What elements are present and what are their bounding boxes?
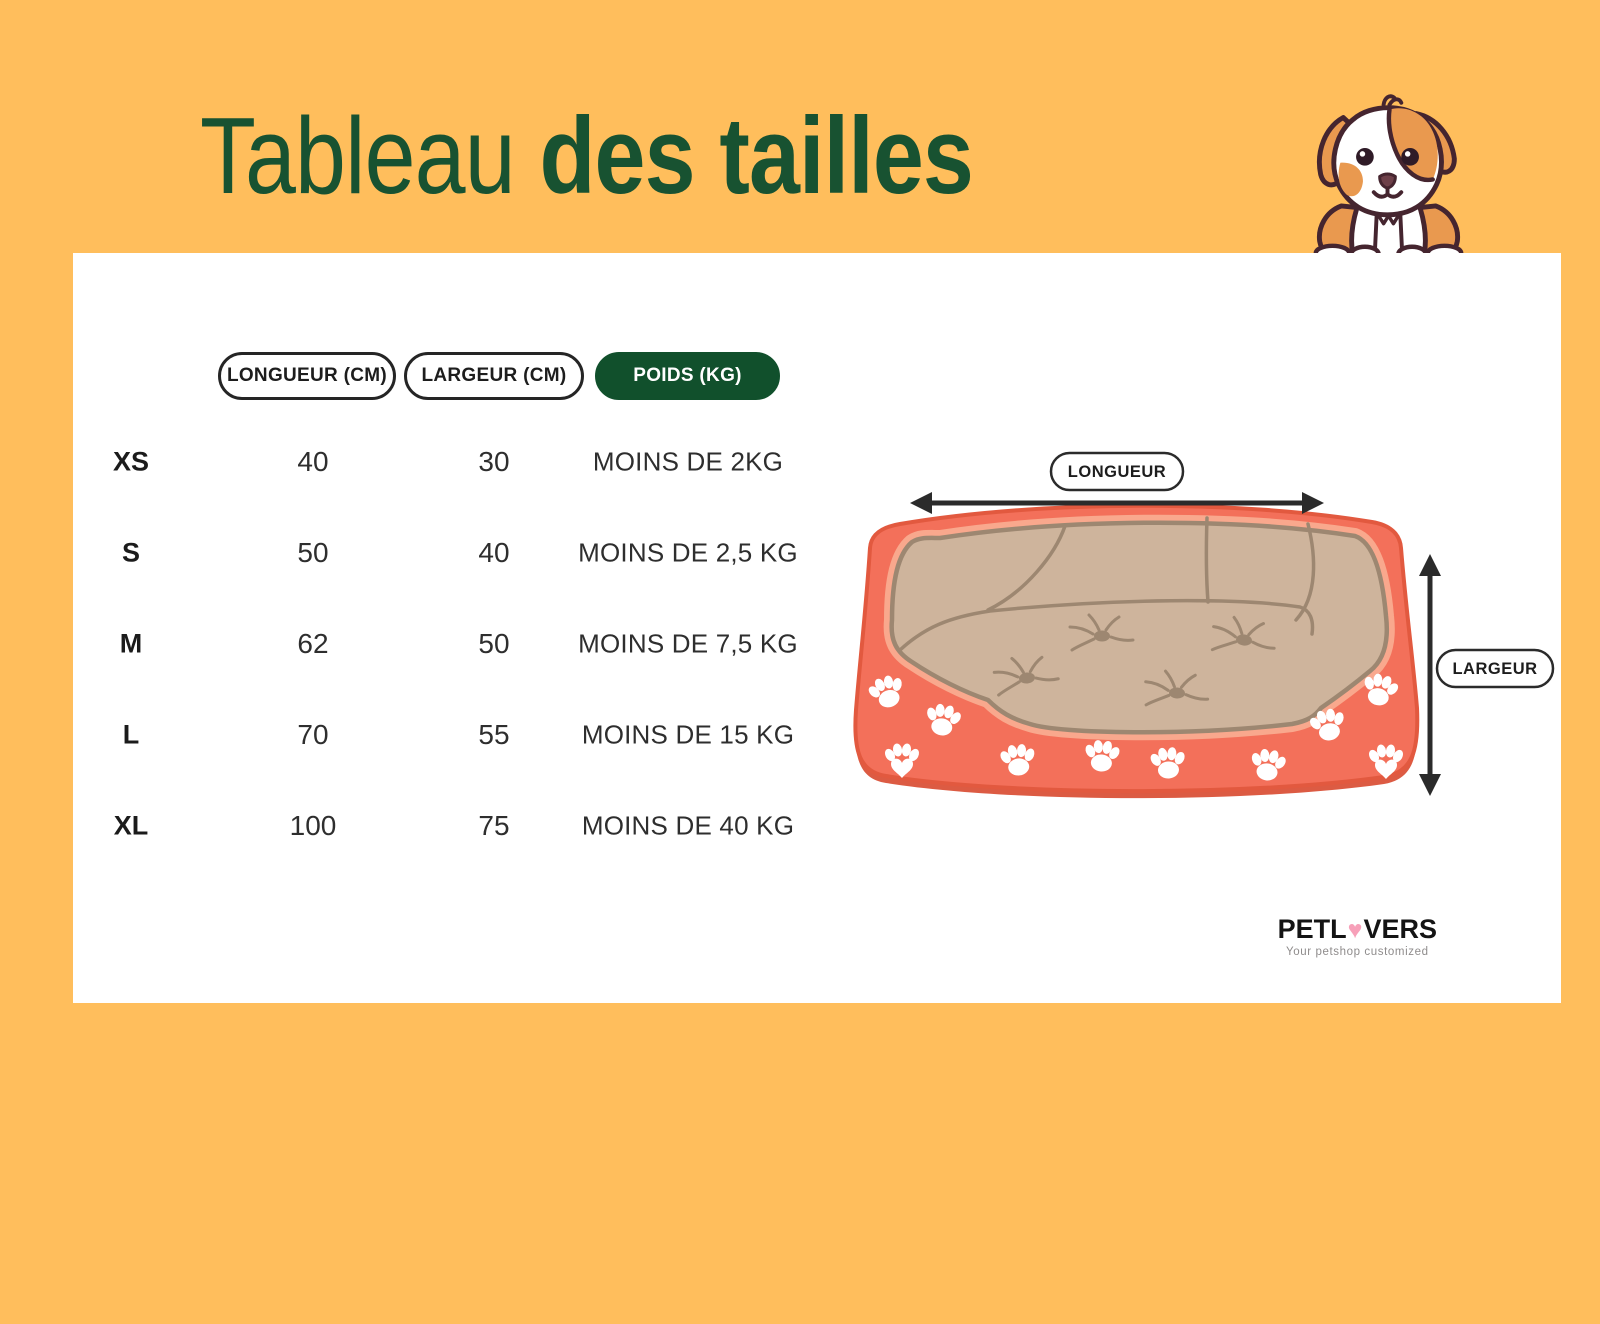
longueur-arrow xyxy=(910,492,1324,514)
poids-value: MOINS DE 2KG xyxy=(592,446,784,477)
heart-icon: ♥ xyxy=(1347,916,1363,944)
logo-tagline: Your petshop customized xyxy=(1286,946,1429,958)
longueur-value: 40 xyxy=(297,446,329,477)
poids-value: MOINS DE 2,5 KG xyxy=(578,537,798,568)
poids-value: MOINS DE 15 KG xyxy=(581,719,795,750)
longueur-label: LONGUEUR xyxy=(1068,463,1166,481)
table-row: L 70 55 MOINS DE 15 KG xyxy=(73,713,843,757)
largeur-pill: LARGEUR xyxy=(1435,648,1555,689)
column-header-poids: POIDS (KG) xyxy=(595,352,780,400)
column-header-longueur: LONGUEUR (CM) xyxy=(218,352,396,400)
column-header-largeur: LARGEUR (CM) xyxy=(404,352,584,400)
puppy-icon xyxy=(1313,94,1464,262)
size-chart-card: LONGUEUR (CM) LARGEUR (CM) POIDS (KG) XS… xyxy=(73,253,1561,1003)
logo-text-left: PETL xyxy=(1277,914,1347,944)
largeur-value: 75 xyxy=(478,810,510,841)
bed-cushion xyxy=(889,520,1389,735)
table-row: S 50 40 MOINS DE 2,5 KG xyxy=(73,531,843,575)
petlovers-logo: PETL♥VERS Your petshop customized xyxy=(1278,916,1437,959)
column-header-label: LARGEUR (CM) xyxy=(421,365,567,386)
largeur-value: 55 xyxy=(478,719,510,750)
size-label: M xyxy=(119,628,143,659)
size-label: S xyxy=(121,537,141,568)
page-title: Tableau des tailles xyxy=(200,102,974,211)
column-header-label: POIDS (KG) xyxy=(633,365,742,386)
table-row: XL 100 75 MOINS DE 40 KG xyxy=(73,804,843,848)
poids-value: MOINS DE 40 KG xyxy=(581,810,795,841)
size-label: L xyxy=(122,719,140,750)
bed-illustration: LONGUEUR LARGEUR xyxy=(853,451,1555,799)
size-label: XL xyxy=(113,810,149,841)
largeur-value: 50 xyxy=(478,628,510,659)
title-regular: Tableau xyxy=(200,95,516,217)
longueur-value: 100 xyxy=(289,810,337,841)
table-row: M 62 50 MOINS DE 7,5 KG xyxy=(73,622,843,666)
size-label: XS xyxy=(112,446,150,477)
title-bold: des tailles xyxy=(539,95,974,217)
puppy-illustration xyxy=(1300,90,1477,262)
table-row: XS 40 30 MOINS DE 2KG xyxy=(73,440,843,484)
cushion-seams xyxy=(898,516,1316,652)
bed-diagram: LONGUEUR LARGEUR xyxy=(840,420,1560,850)
logo-text-right: VERS xyxy=(1363,914,1437,944)
largeur-label: LARGEUR xyxy=(1452,660,1537,678)
longueur-value: 62 xyxy=(297,628,329,659)
longueur-value: 70 xyxy=(297,719,329,750)
longueur-value: 50 xyxy=(297,537,329,568)
logo-wordmark: PETL♥VERS xyxy=(1278,916,1437,943)
largeur-arrow xyxy=(1419,554,1441,796)
poids-value: MOINS DE 7,5 KG xyxy=(578,628,798,659)
largeur-value: 40 xyxy=(478,537,510,568)
largeur-value: 30 xyxy=(478,446,510,477)
longueur-pill: LONGUEUR xyxy=(1049,451,1185,492)
column-header-label: LONGUEUR (CM) xyxy=(226,365,388,386)
